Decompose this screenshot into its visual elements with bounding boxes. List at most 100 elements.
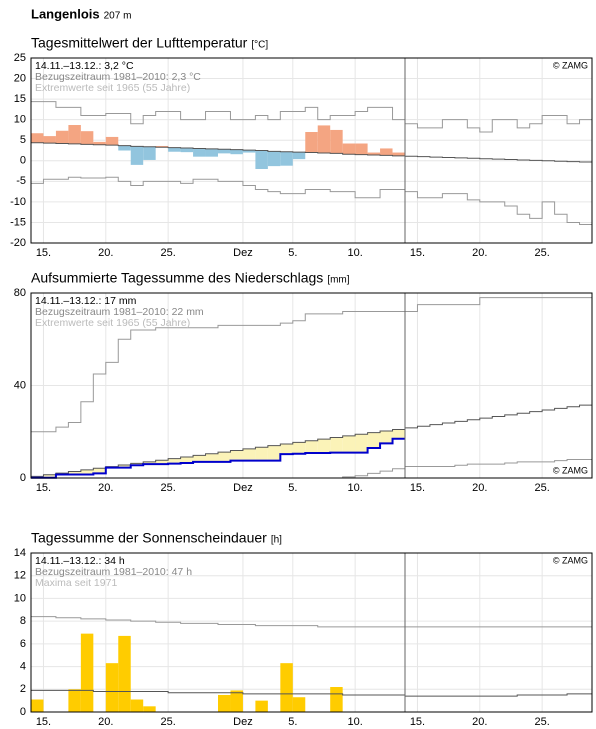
note: 14.11.–13.12.: 3,2 °C bbox=[35, 60, 134, 72]
anomaly-bar bbox=[80, 131, 94, 145]
deficit-fill bbox=[180, 456, 194, 463]
bar bbox=[255, 700, 268, 712]
y-tick-label: 20 bbox=[14, 72, 26, 84]
deficit-fill bbox=[93, 468, 106, 474]
anomaly-bar bbox=[317, 125, 331, 153]
y-tick-label: -5 bbox=[16, 175, 26, 187]
deficit-fill bbox=[230, 450, 243, 461]
x-tick-label: 20. bbox=[472, 247, 487, 259]
bar bbox=[330, 687, 343, 712]
unit-label: [h] bbox=[271, 535, 282, 546]
y-tick-label: 40 bbox=[14, 379, 26, 391]
x-tick-label: 20. bbox=[472, 482, 487, 494]
bar bbox=[280, 663, 293, 712]
y-tick-label: 14 bbox=[14, 547, 26, 559]
anomaly-bar bbox=[93, 141, 106, 145]
x-tick-label: 15. bbox=[410, 247, 425, 259]
station-name: Langenlois bbox=[31, 6, 100, 21]
lower-line bbox=[31, 459, 592, 479]
x-tick-label: 15. bbox=[36, 247, 51, 259]
y-tick-label: 80 bbox=[14, 287, 26, 299]
anomaly-bar bbox=[230, 149, 243, 155]
deficit-fill bbox=[305, 440, 318, 454]
deficit-fill bbox=[342, 435, 356, 453]
deficit-fill bbox=[168, 458, 181, 464]
x-tick-label: 20. bbox=[98, 482, 113, 494]
plot-frame bbox=[30, 57, 593, 244]
y-tick-label: 4 bbox=[20, 660, 26, 672]
deficit-fill bbox=[118, 465, 131, 468]
lower-line bbox=[31, 176, 592, 225]
bar bbox=[118, 635, 131, 712]
x-tick-label: 25. bbox=[160, 716, 175, 728]
deficit-fill bbox=[205, 453, 218, 462]
x-tick-label: 20. bbox=[98, 716, 113, 728]
deficit-fill bbox=[193, 455, 206, 462]
bar bbox=[218, 694, 231, 712]
x-tick-label: 10. bbox=[347, 482, 362, 494]
deficit-fill bbox=[155, 460, 169, 465]
plot-frame bbox=[30, 552, 593, 713]
y-tick-label: 12 bbox=[14, 570, 26, 582]
anomaly-bar bbox=[193, 148, 206, 157]
y-tick-label: 0 bbox=[20, 706, 26, 718]
deficit-fill bbox=[367, 432, 381, 448]
chart-title: Tagesmittelwert der Lufttemperatur bbox=[31, 35, 248, 51]
bar bbox=[292, 697, 306, 712]
upper-line bbox=[31, 616, 592, 628]
deficit-fill bbox=[255, 447, 268, 461]
x-tick-label: 25. bbox=[534, 482, 549, 494]
deficit-fill bbox=[317, 439, 331, 454]
bar bbox=[143, 706, 156, 712]
x-tick-label: Dez bbox=[233, 716, 253, 728]
y-tick-label: 5 bbox=[20, 134, 26, 146]
bar bbox=[80, 633, 94, 712]
normal-line bbox=[31, 404, 592, 477]
x-tick-label: 10. bbox=[347, 247, 362, 259]
credit: © ZAMG bbox=[553, 465, 588, 475]
anomaly-bar bbox=[367, 152, 381, 156]
anomaly-bar bbox=[143, 146, 156, 160]
x-tick-label: 5. bbox=[288, 716, 297, 728]
note: Extremwerte seit 1965 (55 Jahre) bbox=[35, 82, 190, 94]
x-tick-label: Dez bbox=[233, 482, 253, 494]
credit: © ZAMG bbox=[553, 60, 588, 70]
bar bbox=[105, 663, 119, 712]
deficit-fill bbox=[143, 461, 156, 465]
chart-title: Tagessumme der Sonnenscheindauer bbox=[31, 530, 267, 546]
credit: © ZAMG bbox=[553, 555, 588, 565]
y-tick-label: 8 bbox=[20, 615, 26, 627]
anomaly-bar bbox=[255, 150, 268, 169]
anomaly-bar bbox=[168, 147, 181, 152]
unit-label: [mm] bbox=[327, 275, 349, 286]
normal-line bbox=[31, 689, 592, 697]
note: 14.11.–13.12.: 17 mm bbox=[35, 295, 137, 307]
x-tick-label: 25. bbox=[160, 247, 175, 259]
normal-line bbox=[31, 142, 592, 163]
anomaly-bar bbox=[292, 152, 306, 160]
bar bbox=[68, 689, 81, 712]
x-tick-label: 10. bbox=[347, 716, 362, 728]
bar bbox=[31, 699, 44, 712]
note: Extremwerte seit 1965 (55 Jahre) bbox=[35, 317, 190, 329]
anomaly-bar bbox=[267, 151, 281, 167]
note: 14.11.–13.12.: 34 h bbox=[35, 555, 125, 567]
anomaly-bar bbox=[280, 151, 293, 166]
deficit-fill bbox=[330, 437, 343, 453]
deficit-fill bbox=[68, 471, 81, 475]
y-tick-label: 25 bbox=[14, 52, 26, 64]
x-tick-label: 15. bbox=[410, 716, 425, 728]
anomaly-bar bbox=[31, 133, 44, 143]
x-tick-label: 5. bbox=[288, 247, 297, 259]
anomaly-bar bbox=[305, 132, 318, 153]
anomaly-bar bbox=[342, 143, 356, 155]
deficit-fill bbox=[267, 445, 281, 461]
x-tick-label: 15. bbox=[36, 716, 51, 728]
anomaly-bar bbox=[118, 145, 131, 151]
y-tick-label: -15 bbox=[10, 216, 26, 228]
y-tick-label: 0 bbox=[20, 472, 26, 484]
x-tick-label: 20. bbox=[98, 247, 113, 259]
bar bbox=[230, 690, 243, 712]
anomaly-bar bbox=[155, 145, 169, 148]
